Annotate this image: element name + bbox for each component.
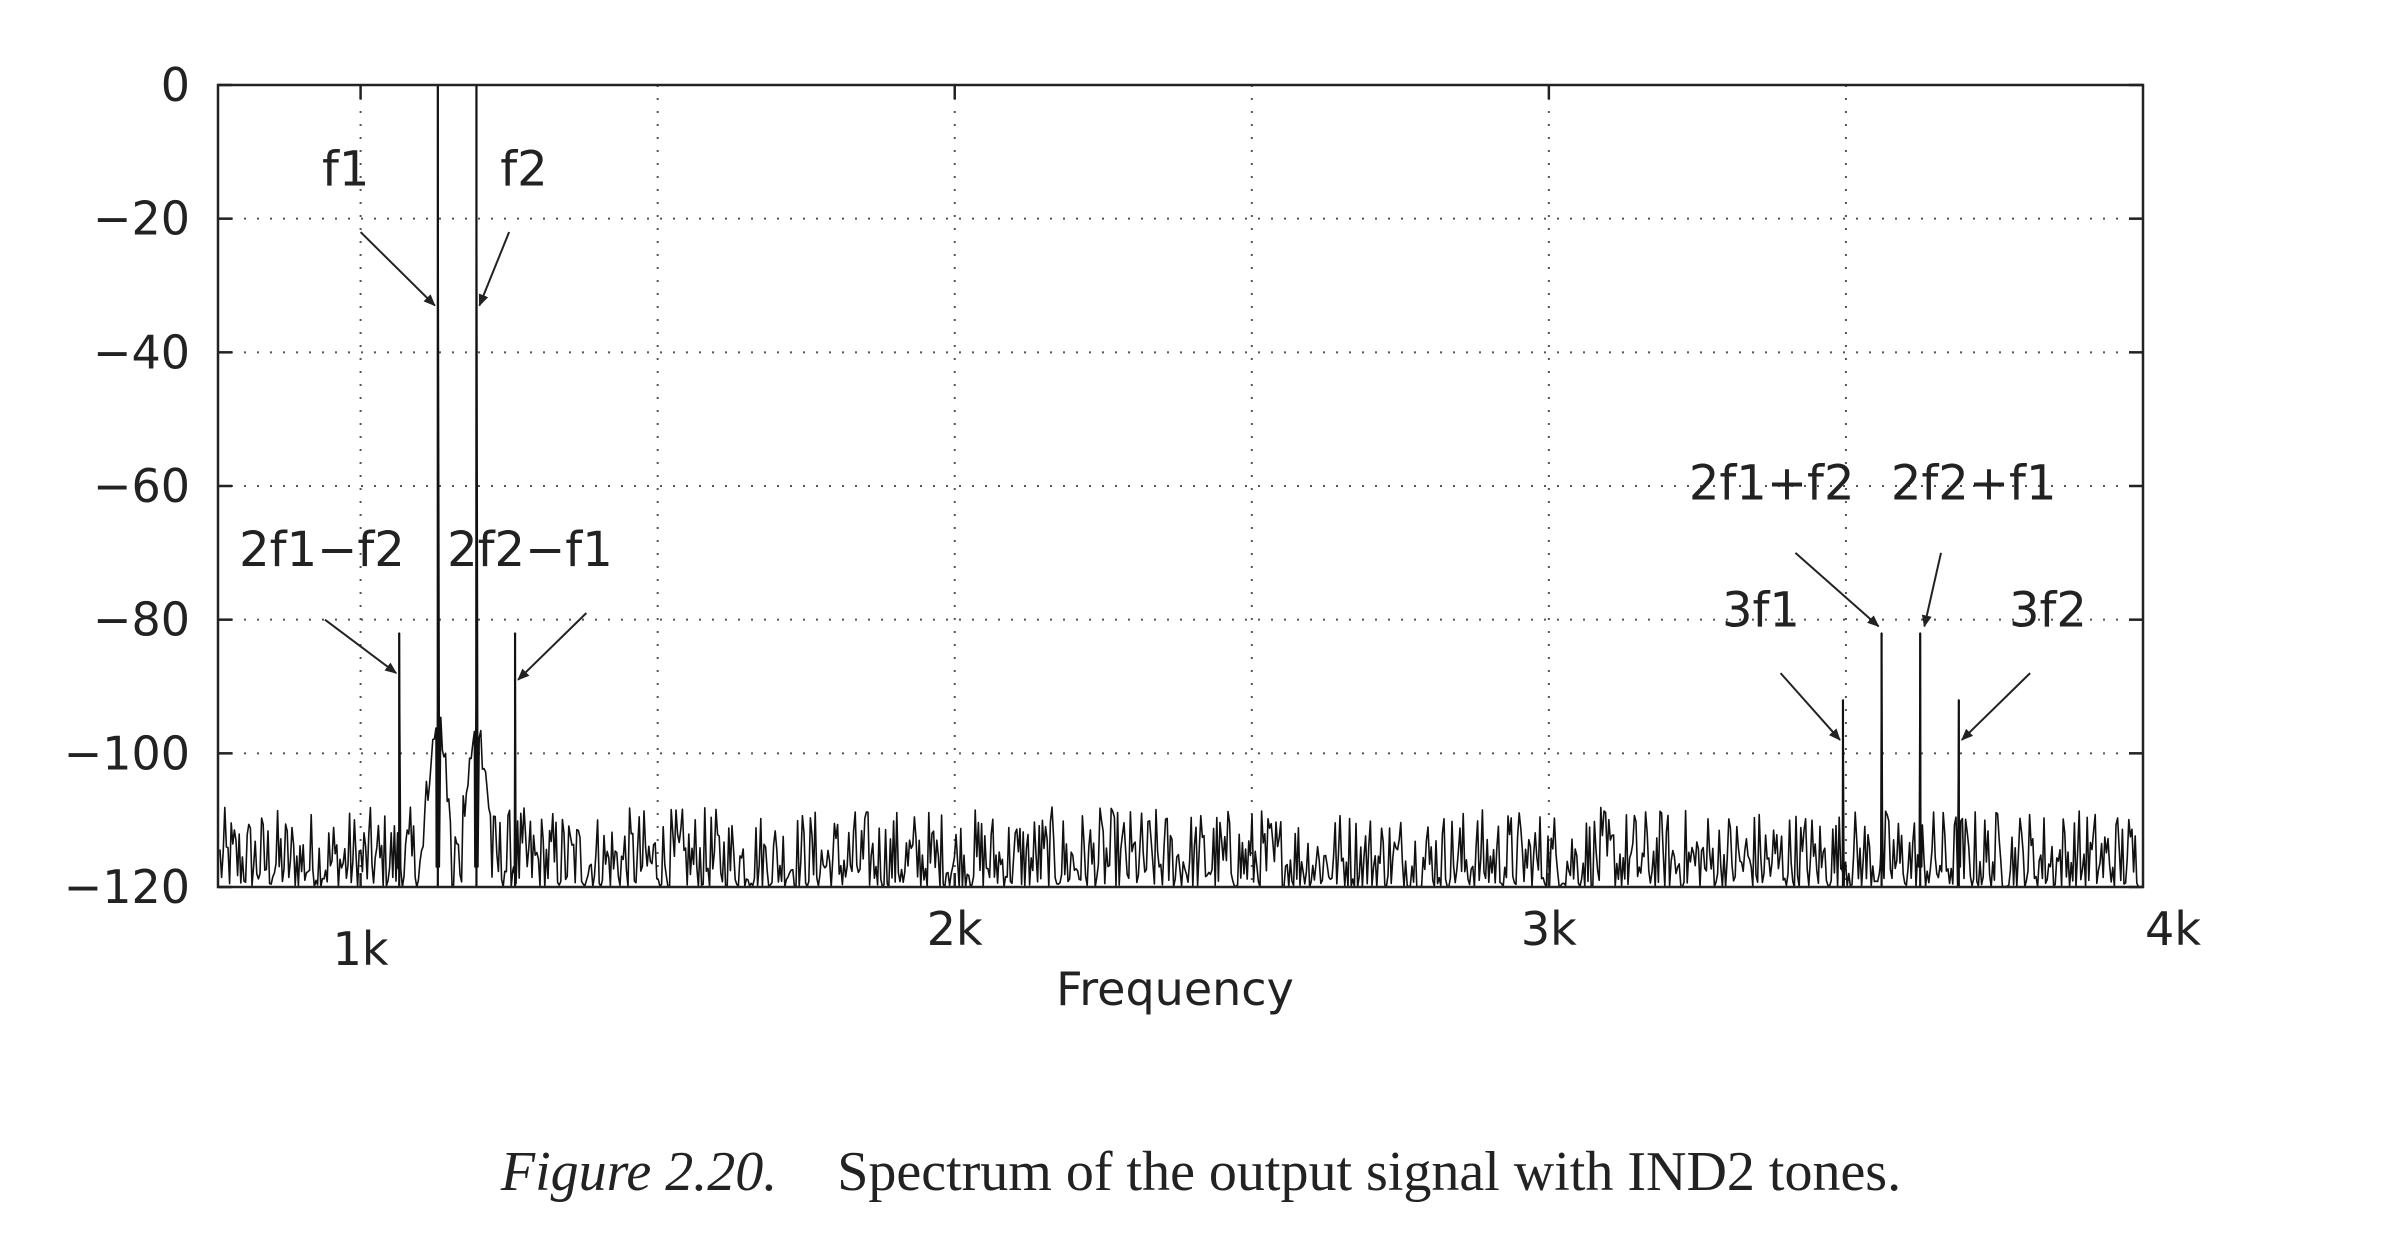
annotation-label: 2f2−f1 [447, 522, 613, 578]
annotation-label: 2f1−f2 [239, 522, 405, 578]
x-axis-label: Frequency [1056, 962, 1294, 1016]
annotation-arrow [1921, 552, 1942, 628]
spectrum-trace [219, 84, 2141, 888]
annotation: f2 [478, 141, 548, 307]
annotation-arrow [324, 618, 398, 674]
annotation-arrow [517, 612, 588, 681]
annotation-arrow [359, 231, 436, 307]
annotation-arrow [1961, 672, 2031, 741]
annotation-label: 3f2 [2009, 582, 2087, 638]
annotation: 3f1 [1722, 582, 1841, 741]
annotation: 2f1−f2 [239, 522, 405, 674]
annotation: 2f2−f1 [447, 522, 613, 681]
annotation-arrow [1794, 552, 1880, 628]
y-tick-label: −80 [93, 593, 190, 647]
x-tick-label: 3k [1521, 902, 1577, 956]
annotation-label: f1 [322, 141, 369, 197]
x-tick-label: 1k [333, 922, 389, 976]
annotation-label: 3f1 [1722, 582, 1800, 638]
annotation-label: f2 [500, 141, 547, 197]
x-tick-label: 2k [927, 902, 983, 956]
grid [218, 85, 2143, 887]
annotation-label: 2f1+f2 [1689, 455, 1855, 511]
y-tick-label: −120 [64, 860, 190, 914]
y-axis: 0 −20 −40 −60 −80 −100 −120 [64, 58, 2143, 914]
y-tick-label: 0 [161, 58, 190, 112]
x-axis: 1k 2k 3k 4k [333, 85, 2201, 976]
annotation-label: 2f2+f1 [1891, 455, 2057, 511]
spectrum-line [219, 84, 2141, 888]
figure-caption: Figure 2.20. Spectrum of the output signa… [0, 1140, 2402, 1204]
annotation: 2f1+f2 [1689, 455, 1880, 628]
annotation: 3f2 [1961, 582, 2087, 741]
y-tick-label: −60 [93, 459, 190, 513]
figure-label: Figure 2.20. [500, 1141, 778, 1203]
peak-annotations: f1 f2 2f1−f2 2f2−f1 2f1+f2 2f2+f1 3f1 3f2 [239, 141, 2087, 741]
annotation-arrow [478, 231, 511, 307]
annotation: 2f2+f1 [1891, 455, 2057, 628]
y-tick-label: −100 [64, 726, 190, 780]
y-tick-label: −20 [93, 192, 190, 246]
y-tick-label: −40 [93, 325, 190, 379]
annotation: f1 [322, 141, 436, 307]
x-tick-label: 4k [2145, 902, 2201, 956]
caption-text: Spectrum of the output signal with IND2 … [837, 1141, 1902, 1203]
annotation-arrow [1779, 672, 1841, 741]
